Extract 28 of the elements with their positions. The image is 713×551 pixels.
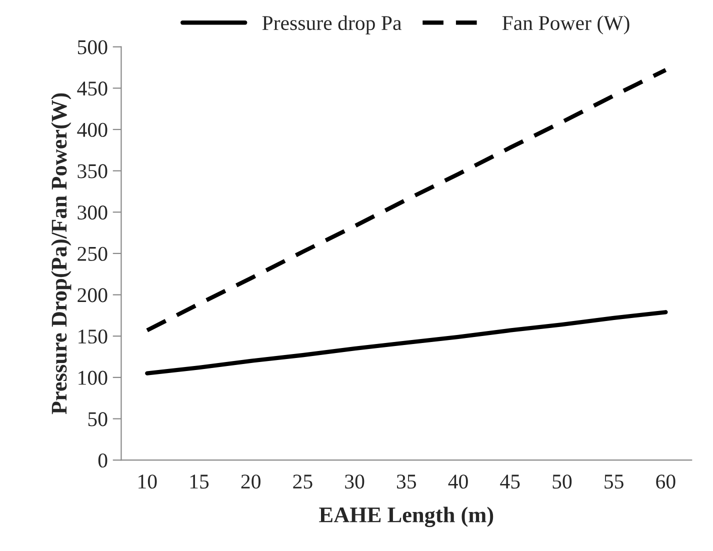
x-tick-label: 10 bbox=[138, 474, 157, 489]
legend-label: Fan Power (W) bbox=[502, 15, 630, 34]
x-tick-label: 45 bbox=[500, 474, 520, 489]
x-tick-label: 50 bbox=[552, 474, 572, 489]
y-tick-label: 450 bbox=[77, 82, 108, 96]
x-tick-label: 20 bbox=[241, 474, 260, 489]
y-tick-label: 0 bbox=[98, 453, 108, 468]
line-series bbox=[145, 310, 668, 376]
y-tick-label: 300 bbox=[78, 206, 108, 220]
x-tick-label: 30 bbox=[345, 474, 364, 489]
y-tick-label: 50 bbox=[88, 412, 108, 426]
x-tick-label: 35 bbox=[396, 474, 416, 489]
x-tick-label: 60 bbox=[656, 474, 676, 489]
x-tick-label: 15 bbox=[190, 474, 209, 489]
y-tick-label: 400 bbox=[77, 122, 108, 137]
y-tick-label: 200 bbox=[78, 288, 108, 302]
y-tick-label: 150 bbox=[78, 329, 108, 344]
x-tick-label: 55 bbox=[604, 474, 624, 489]
y-axis-title: Pressure Drop(Pa)/Fan Power(W) bbox=[51, 93, 72, 414]
y-tick-label: 500 bbox=[78, 40, 108, 54]
y-tick-label: 250 bbox=[78, 246, 108, 261]
line-series bbox=[145, 68, 668, 332]
y-tick-label: 100 bbox=[78, 370, 108, 385]
x-tick-label: 25 bbox=[293, 474, 312, 489]
legend-label: Pressure drop Pa bbox=[262, 15, 402, 34]
x-axis-title: EAHE Length (m) bbox=[319, 506, 494, 528]
x-tick-label: 40 bbox=[448, 474, 468, 489]
y-tick-label: 350 bbox=[78, 164, 108, 178]
